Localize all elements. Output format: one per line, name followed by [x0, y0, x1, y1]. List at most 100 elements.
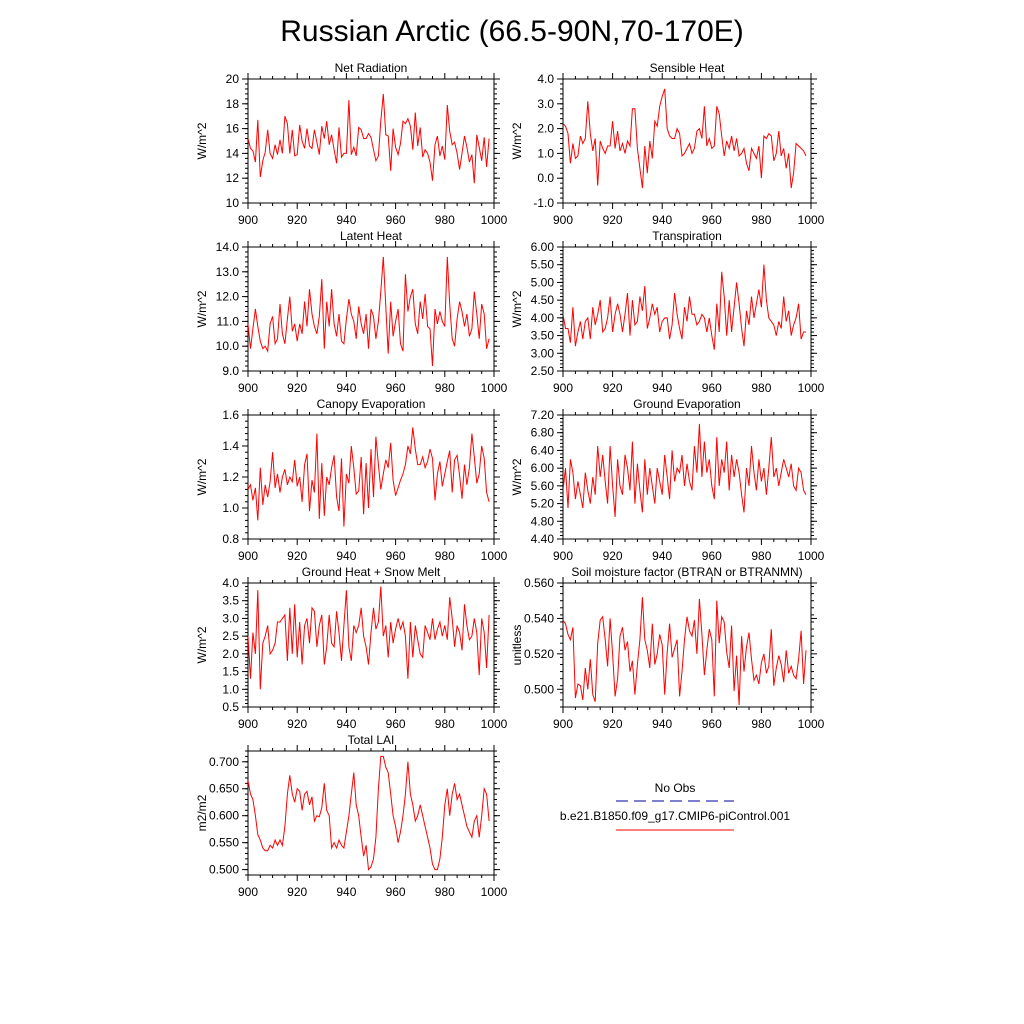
y-tick-label: 18	[226, 97, 240, 111]
x-tick-label: 980	[751, 717, 771, 731]
y-axis-label: unitless	[510, 625, 524, 666]
y-tick-label: 16	[226, 122, 240, 136]
x-tick-label: 1000	[481, 381, 508, 395]
x-tick-label: 960	[386, 381, 406, 395]
y-tick-label: 6.80	[531, 426, 555, 440]
panel-latent-heat: Latent Heat 900 920 940 960 980 1000 9.0 10.0 11.…	[195, 229, 508, 395]
panel-sensible-heat: Sensible Heat 900 920 940 960 980 1000 -1.0 0.0 1…	[510, 61, 825, 227]
panel-title: Ground Evaporation	[633, 397, 740, 411]
x-tick-label: 1000	[798, 381, 825, 395]
y-axis-label: W/m^2	[195, 122, 209, 159]
x-tick-label: 920	[287, 381, 307, 395]
x-tick-label: 1000	[481, 717, 508, 731]
x-tick-label: 980	[435, 549, 455, 563]
y-tick-label: 5.50	[531, 258, 555, 272]
legend: No Obs b.e21.B1850.f09_g17.CMIP6-piContr…	[560, 781, 790, 831]
plot-frame	[562, 246, 812, 372]
x-tick-label: 980	[751, 549, 771, 563]
x-tick-label: 960	[386, 717, 406, 731]
panel-title: Net Radiation	[335, 61, 408, 75]
x-tick-label: 940	[652, 717, 672, 731]
x-tick-label: 940	[336, 717, 356, 731]
y-tick-label: 1.2	[222, 470, 239, 484]
x-tick-label: 980	[435, 213, 455, 227]
panel-transpiration: Transpiration 900 920 940 960 980 1000 2.50 3.00…	[510, 229, 825, 395]
series-line-sensible-heat	[563, 88, 807, 189]
x-tick-label: 980	[435, 885, 455, 899]
series-line-transpiration	[563, 264, 806, 350]
y-axis-label: W/m^2	[195, 290, 209, 327]
panel-canopy-evaporation: Canopy Evaporation 900 920 940 960 980 1000 0.8…	[195, 397, 508, 563]
x-tick-label: 940	[336, 213, 356, 227]
y-tick-label: 3.5	[222, 594, 239, 608]
x-tick-label: 900	[238, 381, 258, 395]
y-axis-label: m2/m2	[195, 794, 209, 831]
series-line-ground-evaporation	[563, 423, 807, 517]
x-tick-label: 900	[238, 549, 258, 563]
panel-title: Total LAI	[348, 733, 395, 747]
x-tick-label: 1000	[798, 213, 825, 227]
x-tick-label: 920	[287, 885, 307, 899]
y-tick-label: 4.00	[531, 311, 555, 325]
x-tick-label: 960	[386, 213, 406, 227]
x-tick-label: 960	[702, 213, 722, 227]
y-tick-label: 12	[226, 171, 240, 185]
x-tick-label: 900	[238, 213, 258, 227]
x-tick-label: 940	[336, 549, 356, 563]
x-tick-label: 980	[435, 717, 455, 731]
y-tick-label: 4.80	[531, 514, 555, 528]
x-tick-label: 900	[238, 885, 258, 899]
figure-title: Russian Arctic (66.5-90N,70-170E)	[280, 15, 744, 48]
y-tick-label: 0.540	[524, 611, 554, 625]
y-tick-label: 7.20	[531, 408, 555, 422]
y-tick-label: 2.50	[531, 364, 555, 378]
x-tick-label: 900	[553, 213, 573, 227]
panel-soil-moisture-factor-btran-or-btranmn: Soil moisture factor (BTRAN or BTRANMN) 9…	[510, 565, 825, 731]
y-tick-label: 14	[226, 146, 240, 160]
x-tick-label: 920	[287, 717, 307, 731]
y-tick-label: 3.50	[531, 329, 555, 343]
y-tick-label: 6.40	[531, 443, 555, 457]
y-tick-label: 4.50	[531, 293, 555, 307]
y-tick-label: 20	[226, 72, 240, 86]
x-tick-label: 920	[287, 549, 307, 563]
series-line-total-lai	[248, 755, 490, 871]
y-axis-label: W/m^2	[510, 290, 524, 327]
x-tick-label: 980	[751, 213, 771, 227]
y-tick-label: 0.8	[222, 532, 239, 546]
y-tick-label: 12.0	[216, 290, 240, 304]
y-axis-label: W/m^2	[510, 122, 524, 159]
x-tick-label: 920	[603, 213, 623, 227]
x-tick-label: 980	[435, 381, 455, 395]
x-tick-label: 1000	[481, 885, 508, 899]
y-tick-label: 0.700	[209, 755, 239, 769]
panel-title: Sensible Heat	[650, 61, 725, 75]
x-tick-label: 960	[386, 549, 406, 563]
y-axis-label: W/m^2	[195, 626, 209, 663]
x-tick-label: 900	[553, 549, 573, 563]
y-tick-label: 1.0	[537, 146, 554, 160]
x-tick-label: 1000	[798, 717, 825, 731]
panel-ground-heat-snow-melt: Ground Heat + Snow Melt 900 920 940 960 980 10…	[195, 565, 508, 731]
series-line-soil-moisture-factor-btran-or-btranmn	[563, 597, 807, 706]
y-tick-label: 5.60	[531, 479, 555, 493]
x-tick-label: 940	[652, 549, 672, 563]
plot-frame	[247, 750, 495, 876]
panel-net-radiation: Net Radiation 900 920 940 960 980 1000 10 12 14 16…	[195, 61, 508, 227]
y-tick-label: 2.0	[537, 122, 554, 136]
series-line-net-radiation	[248, 93, 490, 184]
panel-title: Latent Heat	[340, 229, 403, 243]
x-tick-label: 960	[702, 549, 722, 563]
y-tick-label: 0.0	[537, 171, 554, 185]
x-tick-label: 1000	[798, 549, 825, 563]
y-tick-label: 4.40	[531, 532, 555, 546]
x-tick-label: 920	[287, 213, 307, 227]
y-tick-label: 0.560	[524, 576, 554, 590]
y-tick-label: 4.0	[222, 576, 239, 590]
y-tick-label: 1.6	[222, 408, 239, 422]
y-tick-label: 0.550	[209, 836, 239, 850]
series-line-latent-heat	[248, 256, 490, 367]
y-tick-label: 4.0	[537, 72, 554, 86]
y-tick-label: 3.0	[537, 97, 554, 111]
